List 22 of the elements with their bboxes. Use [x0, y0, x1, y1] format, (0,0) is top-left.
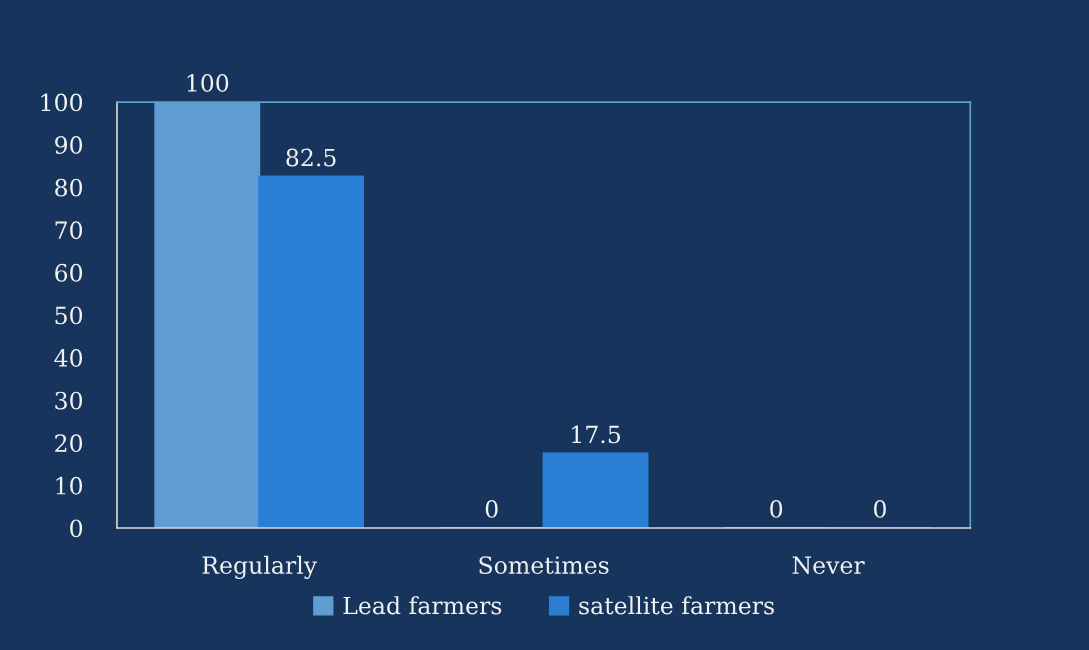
y-tick-label: 0 [70, 519, 83, 538]
x-tick-label: Never [792, 556, 865, 575]
y-tick-label: 40 [54, 349, 83, 367]
y-tick-label: 10 [56, 476, 83, 495]
legend-label: satellite farmers [579, 596, 774, 615]
data-label: 0 [485, 500, 498, 518]
y-tick-label: 90 [55, 136, 83, 154]
data-label: 100 [187, 74, 229, 92]
legend-label: Lead farmers [343, 596, 502, 615]
y-tick-label: 70 [55, 221, 83, 240]
x-tick-label: Sometimes [479, 556, 609, 575]
y-tick-label: 80 [55, 178, 83, 197]
data-label: 17.5 [572, 425, 620, 444]
x-tick-label: Regularly [202, 555, 318, 579]
y-tick-label: 100 [41, 93, 83, 112]
data-label: 0 [874, 500, 886, 518]
data-label: 82.5 [286, 148, 336, 167]
data-label: 0 [770, 500, 783, 518]
y-tick-label: 60 [55, 263, 83, 282]
y-tick-label: 30 [55, 391, 83, 410]
y-tick-label: 50 [55, 306, 83, 325]
y-tick-label: 20 [55, 434, 83, 453]
